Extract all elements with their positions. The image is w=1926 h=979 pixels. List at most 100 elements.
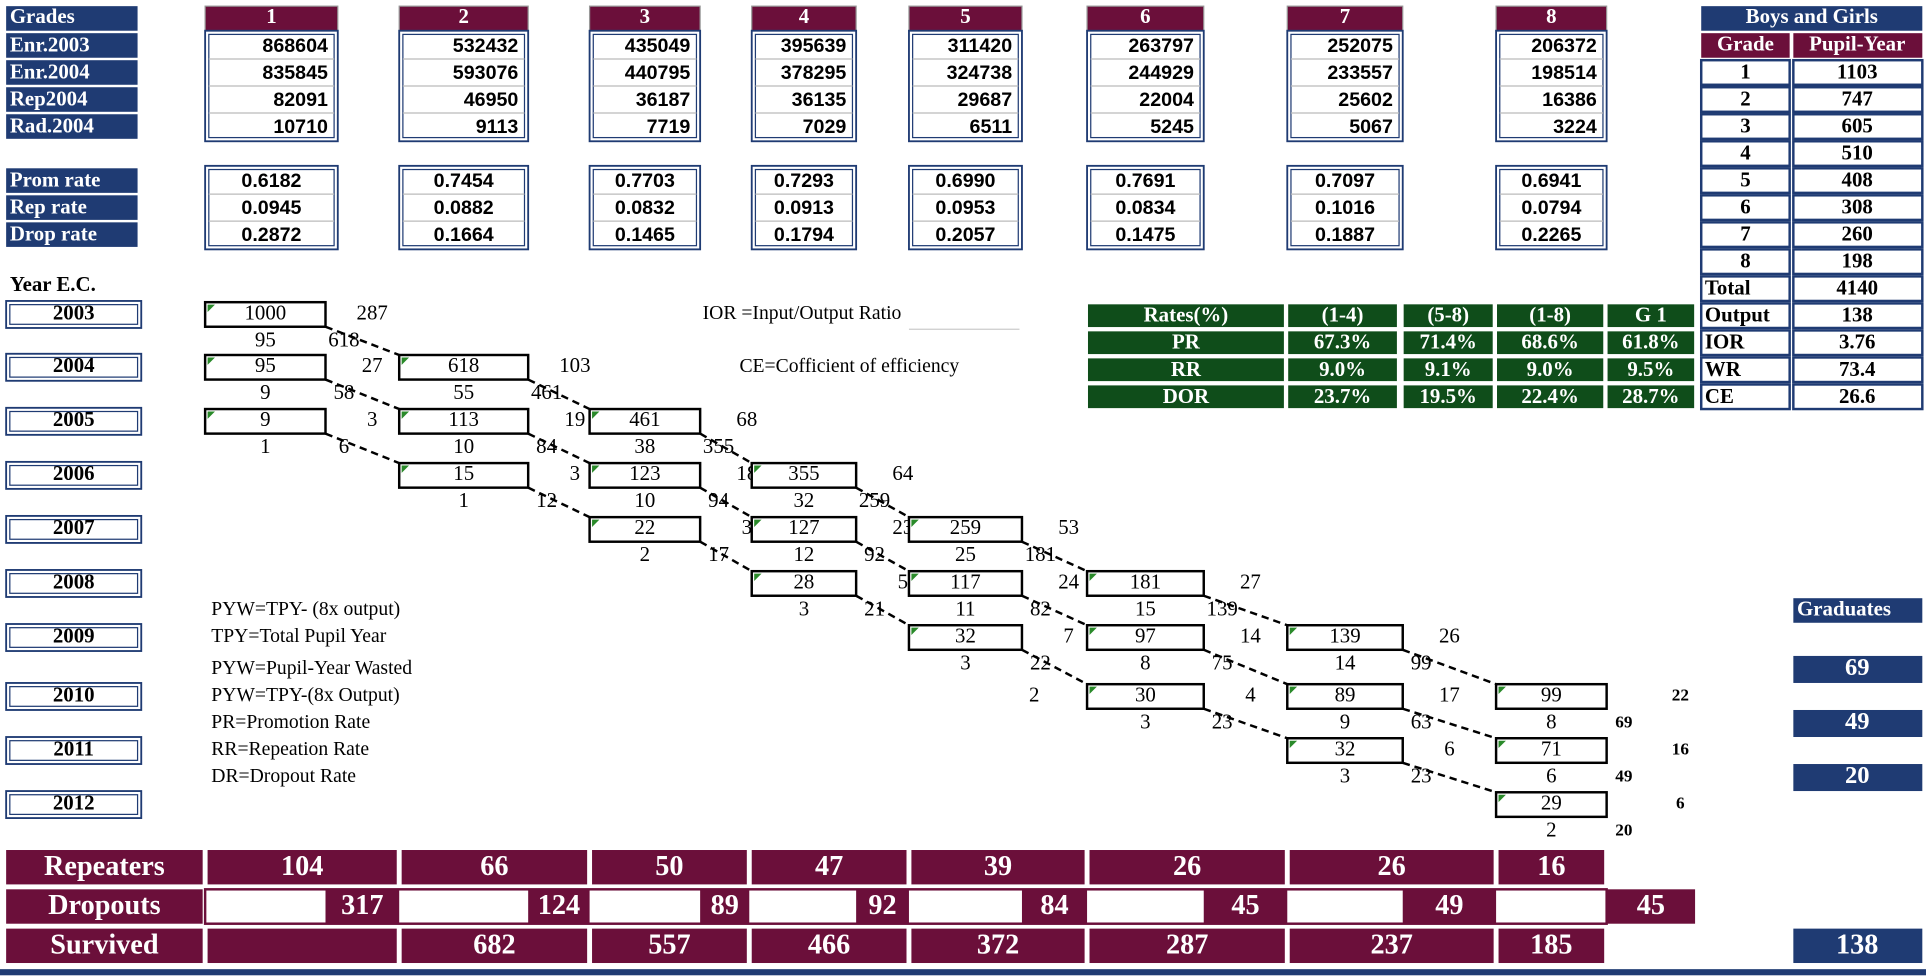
- row-label-cell: [6, 222, 138, 247]
- flow-connector: [1203, 707, 1288, 740]
- pupil-cell: [1699, 58, 1791, 86]
- value: 263797: [1128, 35, 1194, 57]
- repeater: 8: [1546, 709, 1556, 733]
- repeater: 3: [1140, 709, 1150, 733]
- pupil-value: 73.4: [1839, 357, 1876, 381]
- enrolment: 117: [950, 569, 981, 593]
- grade-header-cell: [1495, 5, 1608, 32]
- enrolment-box: [1286, 624, 1404, 652]
- enrolment: 22: [634, 515, 655, 539]
- year-box-inner: [9, 464, 139, 486]
- year-box-inner: [9, 794, 139, 816]
- pupil-cell: [1792, 194, 1924, 222]
- rates-cell: [1086, 356, 1286, 383]
- value: 0.1664: [434, 224, 494, 246]
- flow-connector: [325, 325, 400, 357]
- year-box: [5, 790, 143, 819]
- dropout: 3: [570, 461, 580, 485]
- header-label: Grades: [10, 4, 75, 28]
- dropout: 287: [357, 300, 388, 324]
- note: PYW=TPY- (8x output): [211, 598, 400, 620]
- grade-header: 6: [1140, 4, 1150, 28]
- repeaters-cell: [751, 850, 907, 885]
- enrolment-box: [907, 569, 1024, 597]
- year-box: [5, 623, 143, 652]
- survived-value: 682: [473, 930, 515, 961]
- pupil-grade: 1: [1740, 60, 1750, 84]
- enrolment: 32: [1335, 736, 1356, 760]
- value: 0.6182: [241, 170, 301, 192]
- dropouts-value: 92: [868, 890, 896, 921]
- summary-label: Repeaters: [44, 851, 165, 882]
- survived-cell: [1289, 928, 1494, 964]
- dropout: 53: [1058, 515, 1079, 539]
- pupil-cell: [1699, 329, 1791, 357]
- pupil-cell: [1699, 85, 1791, 114]
- enrolment: 181: [1130, 569, 1161, 593]
- rates-text: 9.5%: [1627, 357, 1674, 381]
- value: 395639: [781, 35, 847, 57]
- note: RR=Repeation Rate: [211, 738, 369, 760]
- pupil-value: 408: [1842, 168, 1873, 192]
- dropouts-value: 124: [538, 890, 580, 921]
- value: 0.0953: [935, 197, 995, 219]
- value: 435049: [625, 35, 691, 57]
- value: 0.1887: [1315, 224, 1375, 246]
- graduates-cell: [1793, 655, 1923, 683]
- dropout: 103: [559, 353, 590, 377]
- repeaters-value: 16: [1537, 851, 1565, 882]
- enrolment-box: [750, 569, 858, 597]
- flow-connector: [1203, 594, 1288, 627]
- repeaters-value: 66: [480, 851, 508, 882]
- pupil-grade: 6: [1740, 195, 1750, 219]
- row-label: Enr.2003: [10, 32, 90, 56]
- repeater: 3: [960, 650, 970, 674]
- promoted: 355: [703, 434, 734, 458]
- rates-text: DOR: [1163, 384, 1210, 408]
- pupil-header-cell: [1793, 33, 1923, 58]
- cell-marker: [401, 465, 410, 473]
- cell-marker: [1498, 794, 1506, 803]
- pupil-cell: [1699, 248, 1791, 276]
- enrolment-box: [397, 407, 530, 435]
- row-label-cell: [6, 114, 138, 139]
- row-label-cell: [6, 60, 138, 85]
- value: 244929: [1128, 62, 1194, 84]
- rates-cell: [1605, 329, 1696, 356]
- rates-text: RR: [1171, 357, 1202, 381]
- year: 2003: [53, 300, 95, 324]
- year: 2012: [53, 790, 95, 814]
- graduates-label-cell: [1793, 598, 1923, 623]
- rates-text: 9.0%: [1319, 357, 1366, 381]
- value-box: [908, 164, 1023, 251]
- enrolment: 89: [1335, 682, 1356, 706]
- pupil-cell: [1792, 140, 1924, 168]
- dropout: 27: [1240, 569, 1261, 593]
- row-label-cell: [6, 87, 138, 112]
- rates-cell: [1495, 356, 1606, 383]
- enrolment-box: [1286, 737, 1404, 765]
- pupil-cell: [1699, 140, 1791, 168]
- pupil-grade: 2: [1740, 87, 1750, 111]
- value: 6511: [970, 116, 1013, 138]
- value-box-inner: [208, 168, 335, 247]
- pupil-grade: 4: [1740, 141, 1751, 165]
- repeater: 55: [453, 380, 474, 404]
- pupil-value: 138: [1842, 303, 1873, 327]
- dropout: 26: [1439, 623, 1460, 647]
- year-box-inner: [9, 686, 139, 707]
- enrolment: 123: [629, 461, 660, 485]
- row-label: Drop rate: [10, 222, 97, 246]
- value: 5245: [1150, 116, 1194, 138]
- pupil-cell: [1792, 383, 1924, 411]
- flow-connector: [1402, 761, 1497, 794]
- dropout: 24: [1058, 569, 1079, 593]
- pupil-value: 260: [1842, 222, 1873, 246]
- rates-cell: [1495, 302, 1606, 329]
- promoted: 618: [328, 327, 359, 351]
- dropouts-value: 317: [341, 890, 383, 921]
- flow-connector: [855, 486, 910, 519]
- pupil-cell: [1699, 275, 1791, 303]
- value: 0.0945: [241, 197, 301, 219]
